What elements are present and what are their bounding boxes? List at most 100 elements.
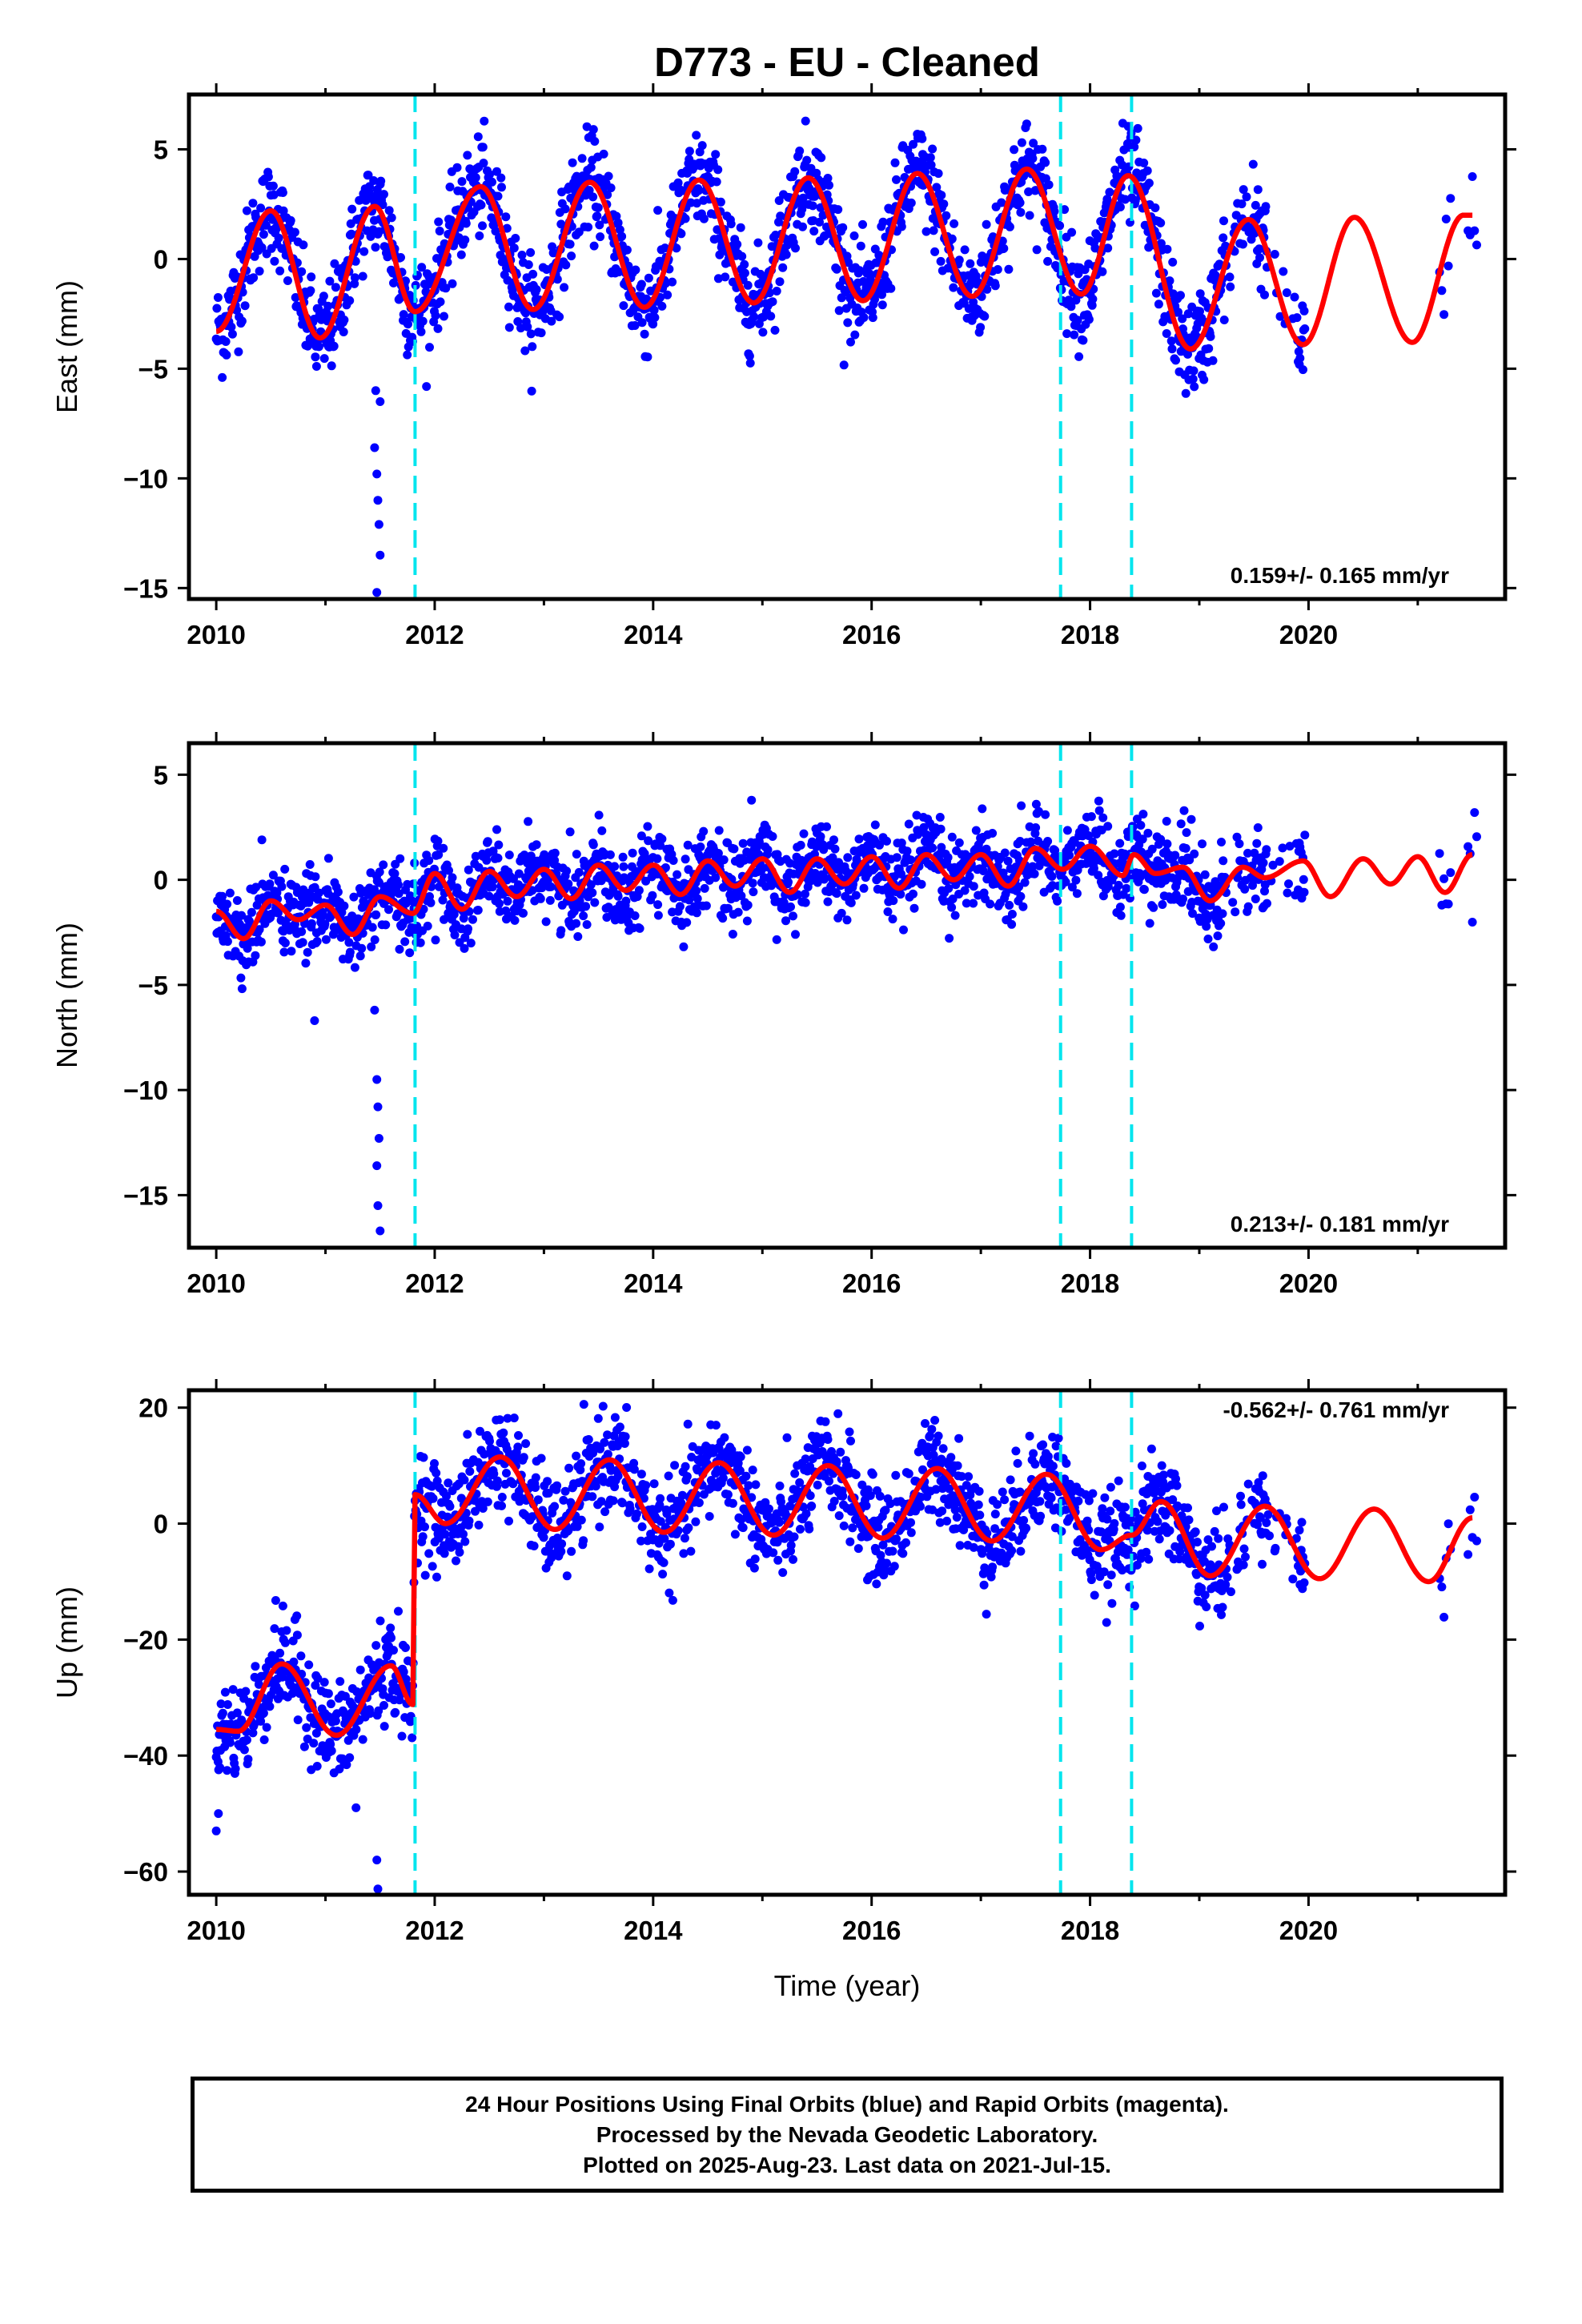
data-point: [801, 1509, 811, 1518]
data-point: [283, 276, 292, 285]
data-point: [576, 1459, 586, 1469]
data-point: [430, 1459, 439, 1468]
data-point: [744, 1481, 753, 1490]
data-point: [897, 222, 906, 231]
data-point: [517, 251, 527, 259]
data-point: [296, 1651, 306, 1661]
data-point: [631, 265, 640, 275]
data-point: [556, 926, 566, 935]
data-point: [681, 214, 690, 223]
data-point: [582, 920, 592, 929]
data-point: [1437, 286, 1447, 296]
data-point: [679, 1549, 689, 1558]
outlier-point: [373, 1102, 383, 1112]
data-point: [1226, 282, 1235, 292]
data-point: [552, 1481, 562, 1490]
data-point: [974, 1486, 984, 1496]
data-point: [526, 247, 536, 257]
data-point: [886, 283, 896, 293]
data-point: [479, 159, 488, 168]
data-point: [227, 322, 236, 332]
outlier-point: [372, 1075, 382, 1084]
data-point: [610, 862, 620, 871]
data-point: [938, 1484, 947, 1494]
data-point: [565, 239, 575, 249]
data-point: [938, 1444, 948, 1454]
data-point: [225, 888, 235, 898]
data-point: [692, 908, 701, 918]
data-point: [848, 1523, 857, 1533]
data-point: [387, 1633, 396, 1642]
data-point: [1255, 244, 1264, 254]
data-point: [1253, 185, 1263, 195]
data-point: [865, 1491, 875, 1500]
data-point: [766, 312, 776, 321]
x-tick-label: 2014: [624, 620, 683, 649]
data-point: [775, 1482, 785, 1490]
data-point: [1074, 352, 1084, 361]
data-point: [248, 1728, 258, 1738]
data-point: [378, 200, 387, 210]
data-point: [1110, 849, 1119, 858]
data-point: [711, 873, 721, 883]
data-point: [661, 243, 670, 253]
data-point: [663, 290, 673, 300]
data-point: [712, 177, 721, 187]
data-point: [492, 825, 501, 834]
data-point: [221, 337, 231, 346]
data-point: [371, 1641, 381, 1651]
data-point: [845, 1427, 854, 1437]
data-point: [832, 264, 841, 274]
data-point: [573, 932, 583, 941]
data-point: [696, 842, 705, 851]
data-point: [531, 1483, 540, 1492]
data-point: [1464, 842, 1473, 851]
data-point: [836, 1447, 845, 1457]
data-point: [223, 937, 232, 947]
data-point: [942, 1516, 952, 1526]
data-point: [1217, 838, 1226, 846]
data-point: [550, 855, 560, 865]
data-point: [1007, 919, 1017, 929]
data-point: [547, 1553, 556, 1562]
data-point: [775, 277, 785, 287]
data-point: [713, 849, 723, 858]
data-point: [1000, 1495, 1010, 1505]
data-point: [417, 263, 427, 272]
data-point: [1115, 203, 1125, 211]
y-tick-label: 5: [154, 135, 168, 164]
data-point: [1003, 856, 1013, 866]
data-point: [432, 1572, 441, 1582]
data-point: [440, 1530, 450, 1539]
data-point: [838, 223, 848, 232]
model-curve: [215, 843, 1474, 942]
data-point: [1183, 309, 1193, 319]
data-point: [954, 255, 964, 265]
data-point: [778, 263, 788, 272]
data-point: [435, 882, 444, 891]
data-point: [1284, 879, 1293, 889]
data-point: [1053, 896, 1062, 906]
data-point: [728, 1498, 737, 1508]
data-point: [314, 342, 323, 352]
data-point: [1209, 942, 1219, 951]
data-point: [1282, 288, 1291, 297]
data-point: [965, 872, 974, 881]
data-point: [1231, 907, 1240, 917]
data-point: [359, 896, 368, 906]
data-point: [1181, 388, 1191, 398]
data-point: [637, 1522, 647, 1531]
data-point: [289, 1657, 299, 1667]
data-point: [1156, 218, 1166, 227]
data-point: [694, 1498, 704, 1507]
data-point: [391, 1707, 400, 1717]
data-point: [432, 1468, 441, 1478]
data-point: [644, 273, 653, 283]
data-point: [326, 1699, 335, 1709]
data-point: [834, 1511, 844, 1521]
data-point: [955, 1541, 965, 1550]
data-point: [603, 1449, 612, 1459]
data-point: [1206, 332, 1215, 341]
data-point: [726, 219, 736, 229]
data-point: [899, 925, 908, 935]
